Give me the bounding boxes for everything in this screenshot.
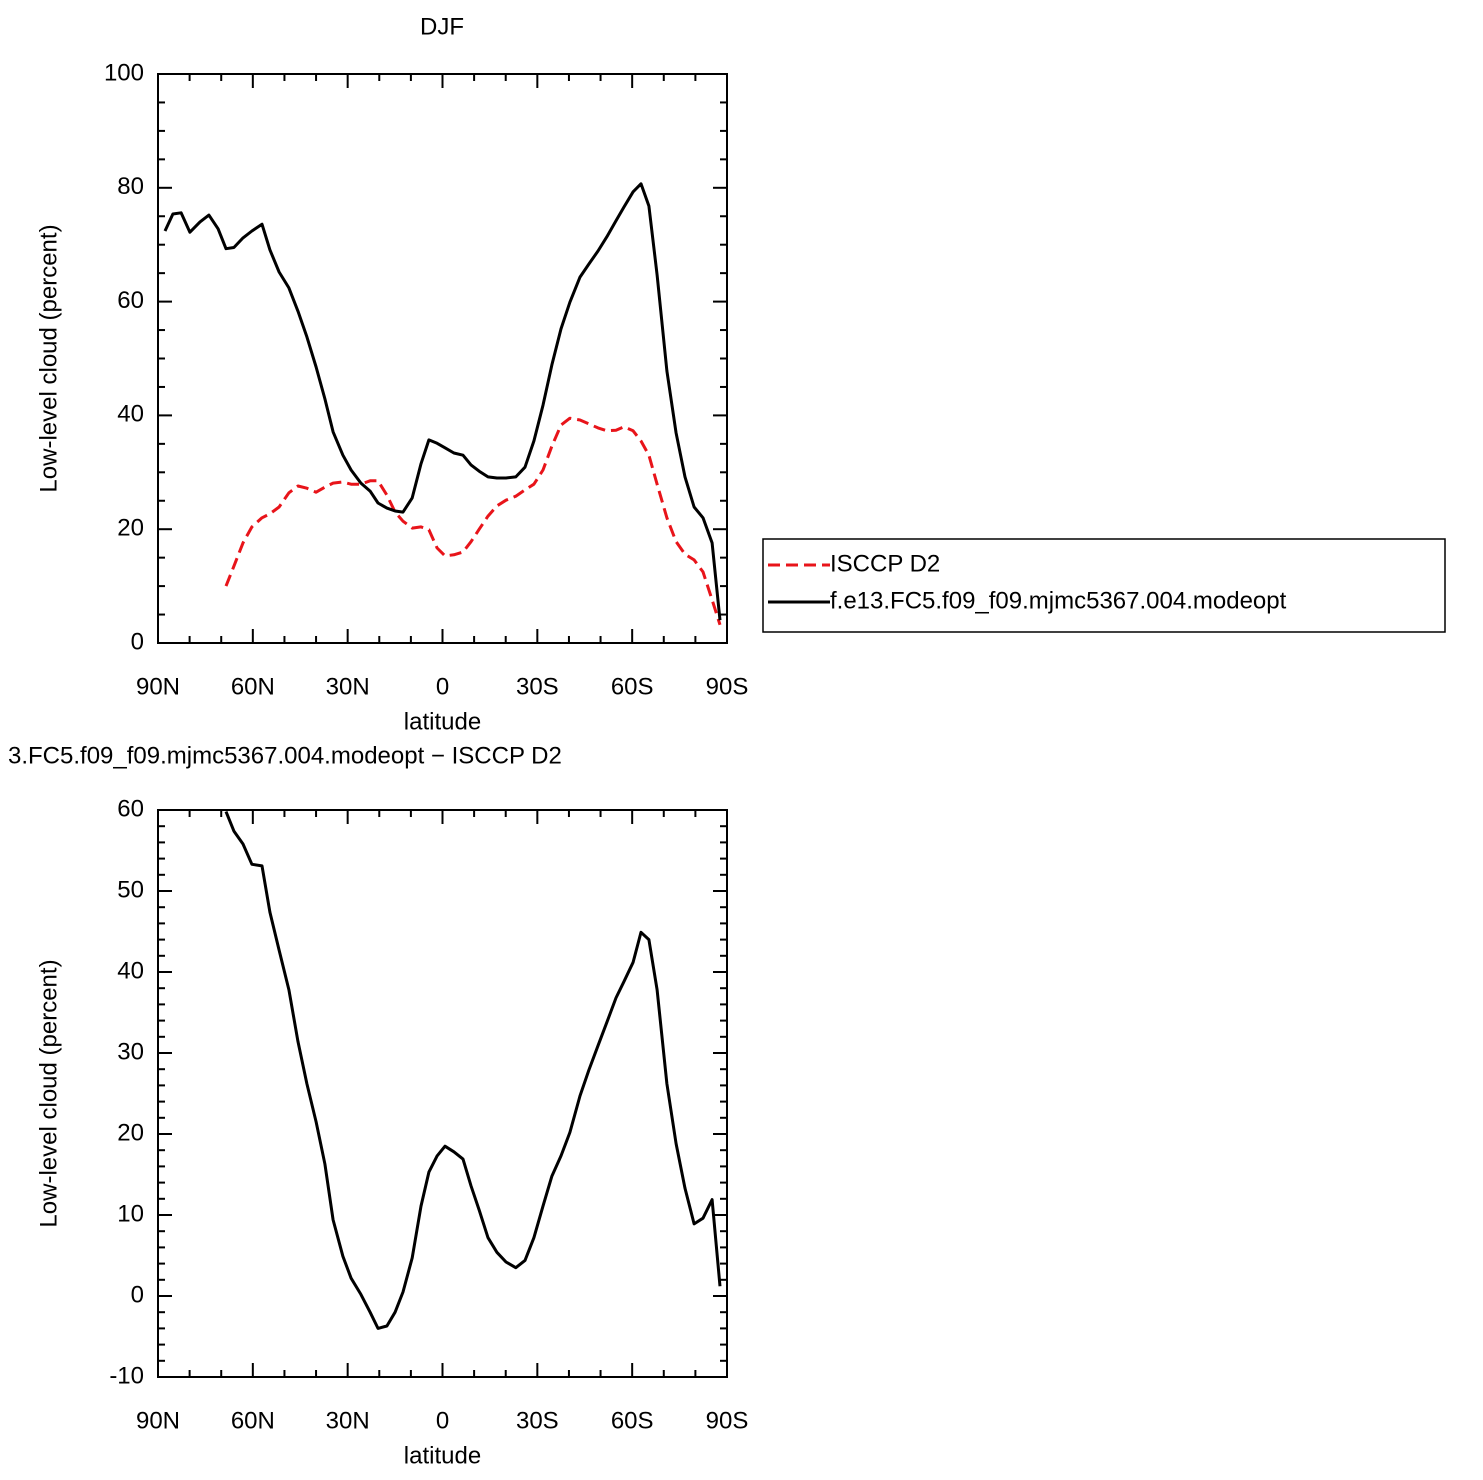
data-line [163, 182, 722, 621]
y-tick-label: 40 [117, 401, 144, 428]
x-tick-label: 30S [516, 673, 559, 700]
x-tick-label: 0 [436, 1407, 449, 1434]
y-tick-label: 80 [117, 173, 144, 200]
y-tick-label: 30 [117, 1038, 144, 1065]
data-line [224, 811, 722, 1330]
x-tick-label: 60S [611, 1407, 654, 1434]
y-axis-label: Low-level cloud (percent) [35, 959, 62, 1227]
legend-label: f.e13.FC5.f09_f09.mjmc5367.004.modeopt [830, 587, 1287, 614]
y-tick-label: 20 [117, 515, 144, 542]
y-tick-label: 0 [131, 1281, 144, 1308]
x-axis-label: latitude [404, 1442, 481, 1469]
y-tick-label: 100 [104, 59, 144, 86]
y-tick-label: -10 [109, 1362, 144, 1389]
x-tick-label: 30N [326, 673, 370, 700]
y-tick-label: 0 [131, 628, 144, 655]
data-line [224, 416, 722, 626]
legend-label: ISCCP D2 [830, 550, 940, 577]
x-tick-label: 90N [136, 1407, 180, 1434]
x-tick-label: 30S [516, 1407, 559, 1434]
y-axis-label: Low-level cloud (percent) [35, 224, 62, 492]
x-tick-label: 60N [231, 673, 275, 700]
y-tick-label: 50 [117, 876, 144, 903]
x-tick-label: 90N [136, 673, 180, 700]
x-tick-label: 60N [231, 1407, 275, 1434]
plot-frame [157, 809, 728, 1378]
y-tick-label: 60 [117, 287, 144, 314]
x-tick-label: 90S [706, 1407, 749, 1434]
x-tick-label: 0 [436, 673, 449, 700]
x-axis-label: latitude [404, 708, 481, 735]
y-tick-label: 20 [117, 1119, 144, 1146]
y-tick-label: 10 [117, 1200, 144, 1227]
x-tick-label: 30N [326, 1407, 370, 1434]
chart-title: 3.FC5.f09_f09.mjmc5367.004.modeopt − ISC… [8, 742, 562, 769]
x-tick-label: 60S [611, 673, 654, 700]
plot-frame [157, 73, 728, 644]
x-tick-label: 90S [706, 673, 749, 700]
legend-box [762, 538, 1446, 633]
y-tick-label: 60 [117, 795, 144, 822]
chart-title: DJF [420, 13, 464, 40]
y-tick-label: 40 [117, 957, 144, 984]
